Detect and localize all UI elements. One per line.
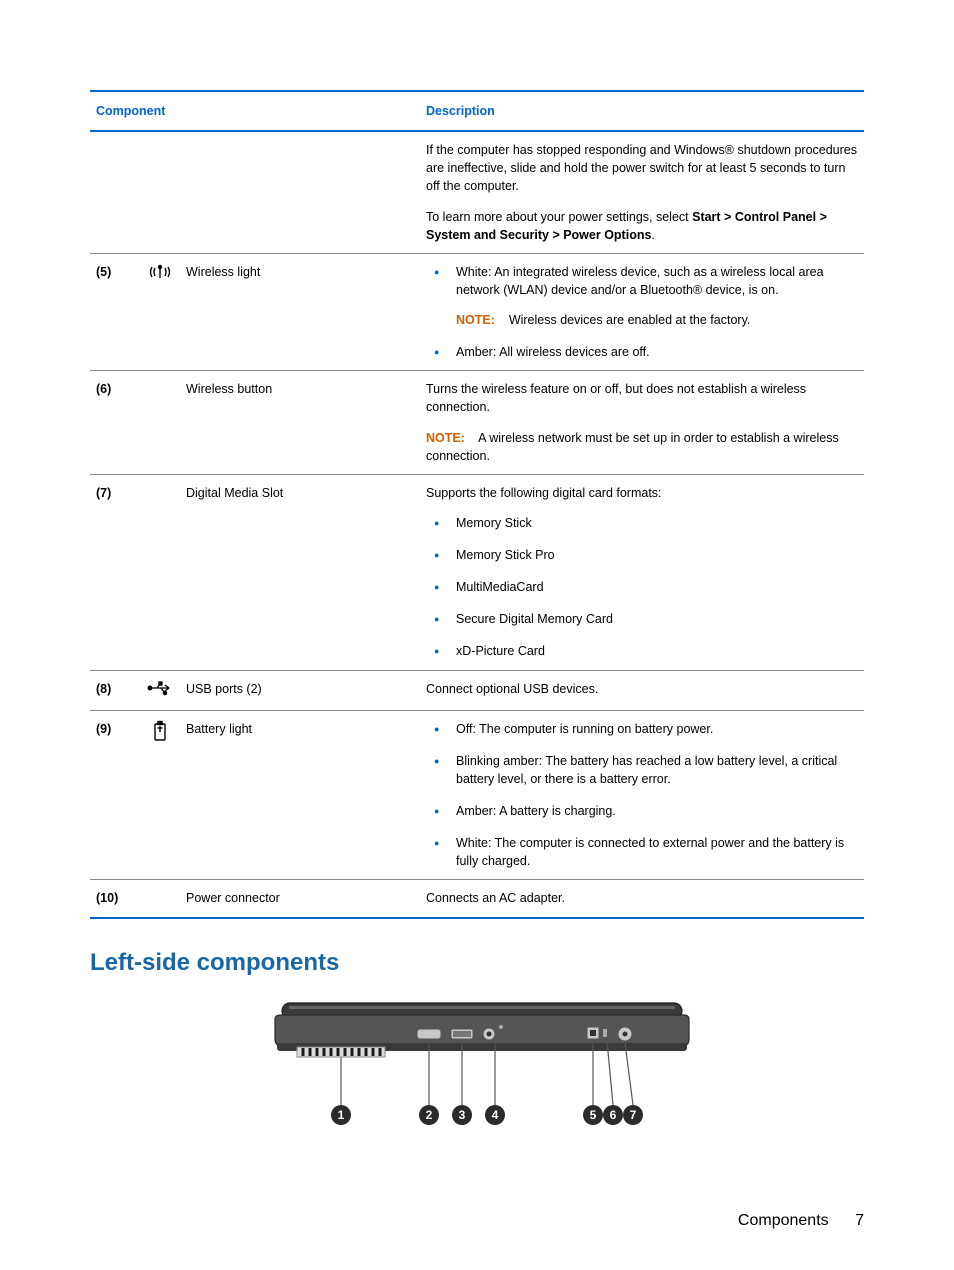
text: Turns the wireless feature on or off, bu… (426, 380, 858, 416)
left-side-diagram: 1 2 3 4 5 6 7 (90, 997, 864, 1147)
component-name: Digital Media Slot (180, 474, 420, 670)
battery-icon (151, 720, 169, 747)
table-row: (6) Wireless button Turns the wireless f… (90, 371, 864, 475)
page-footer: Components 7 (738, 1212, 864, 1230)
text: To learn more about your power settings,… (426, 208, 858, 244)
row-number: (7) (90, 474, 140, 670)
table-row: (8) (90, 670, 864, 710)
list-item: MultiMediaCard (444, 578, 858, 596)
description-cell: White: An integrated wireless device, su… (426, 263, 858, 362)
table-row: If the computer has stopped responding a… (90, 131, 864, 253)
callout-label: 7 (630, 1108, 637, 1122)
list-item: xD-Picture Card (444, 642, 858, 660)
list-item: Blinking amber: The battery has reached … (444, 752, 858, 788)
note-text: Wireless devices are enabled at the fact… (509, 313, 751, 327)
callout-label: 3 (459, 1108, 466, 1122)
table-row: (9) Battery light (90, 710, 864, 880)
text: Supports the following digital card form… (426, 484, 858, 502)
text: If the computer has stopped responding a… (426, 141, 858, 195)
row-number: (6) (90, 371, 140, 475)
list-item: Secure Digital Memory Card (444, 610, 858, 628)
description-cell: Off: The computer is running on battery … (426, 720, 858, 871)
list-item: White: An integrated wireless device, su… (444, 263, 858, 329)
callout-label: 2 (426, 1108, 433, 1122)
table-row: (5) (90, 253, 864, 371)
header-component: Component (90, 91, 420, 131)
list-item: Memory Stick (444, 514, 858, 532)
wireless-icon (148, 263, 172, 286)
note-text: A wireless network must be set up in ord… (426, 431, 839, 463)
description-cell: Connects an AC adapter. (426, 889, 858, 907)
callout-label: 6 (610, 1108, 617, 1122)
component-name: Battery light (180, 710, 420, 880)
table-row: (10) Power connector Connects an AC adap… (90, 880, 864, 918)
footer-label: Components (738, 1212, 829, 1229)
section-heading: Left-side components (90, 949, 864, 977)
page-number: 7 (855, 1212, 864, 1229)
table-row: (7) Digital Media Slot Supports the foll… (90, 474, 864, 670)
list-item: Amber: A battery is charging. (444, 802, 858, 820)
text: Connect optional USB devices. (426, 680, 858, 698)
note-label: NOTE: (426, 431, 465, 445)
list-item: Amber: All wireless devices are off. (444, 343, 858, 361)
description-cell: If the computer has stopped responding a… (426, 141, 858, 244)
note-label: NOTE: (456, 313, 495, 327)
text: Connects an AC adapter. (426, 889, 858, 907)
row-number: (9) (90, 710, 140, 880)
header-description: Description (420, 91, 864, 131)
component-name: Wireless light (180, 253, 420, 371)
description-cell: Supports the following digital card form… (426, 484, 858, 661)
list-item: White: The computer is connected to exte… (444, 834, 858, 870)
component-name: Wireless button (180, 371, 420, 475)
usb-icon (147, 680, 173, 701)
laptop-illustration (275, 1003, 689, 1057)
description-cell: Turns the wireless feature on or off, bu… (426, 380, 858, 465)
callout-label: 1 (338, 1108, 345, 1122)
component-name: USB ports (2) (180, 670, 420, 710)
row-number: (10) (90, 880, 140, 918)
row-number: (8) (90, 670, 140, 710)
page: Component Description If the computer ha… (0, 0, 954, 1270)
list-item: Memory Stick Pro (444, 546, 858, 564)
row-number: (5) (90, 253, 140, 371)
list-item: Off: The computer is running on battery … (444, 720, 858, 738)
component-name: Power connector (180, 880, 420, 918)
callout-label: 5 (590, 1108, 597, 1122)
description-cell: Connect optional USB devices. (426, 680, 858, 698)
components-table: Component Description If the computer ha… (90, 90, 864, 919)
callout-label: 4 (492, 1108, 499, 1122)
